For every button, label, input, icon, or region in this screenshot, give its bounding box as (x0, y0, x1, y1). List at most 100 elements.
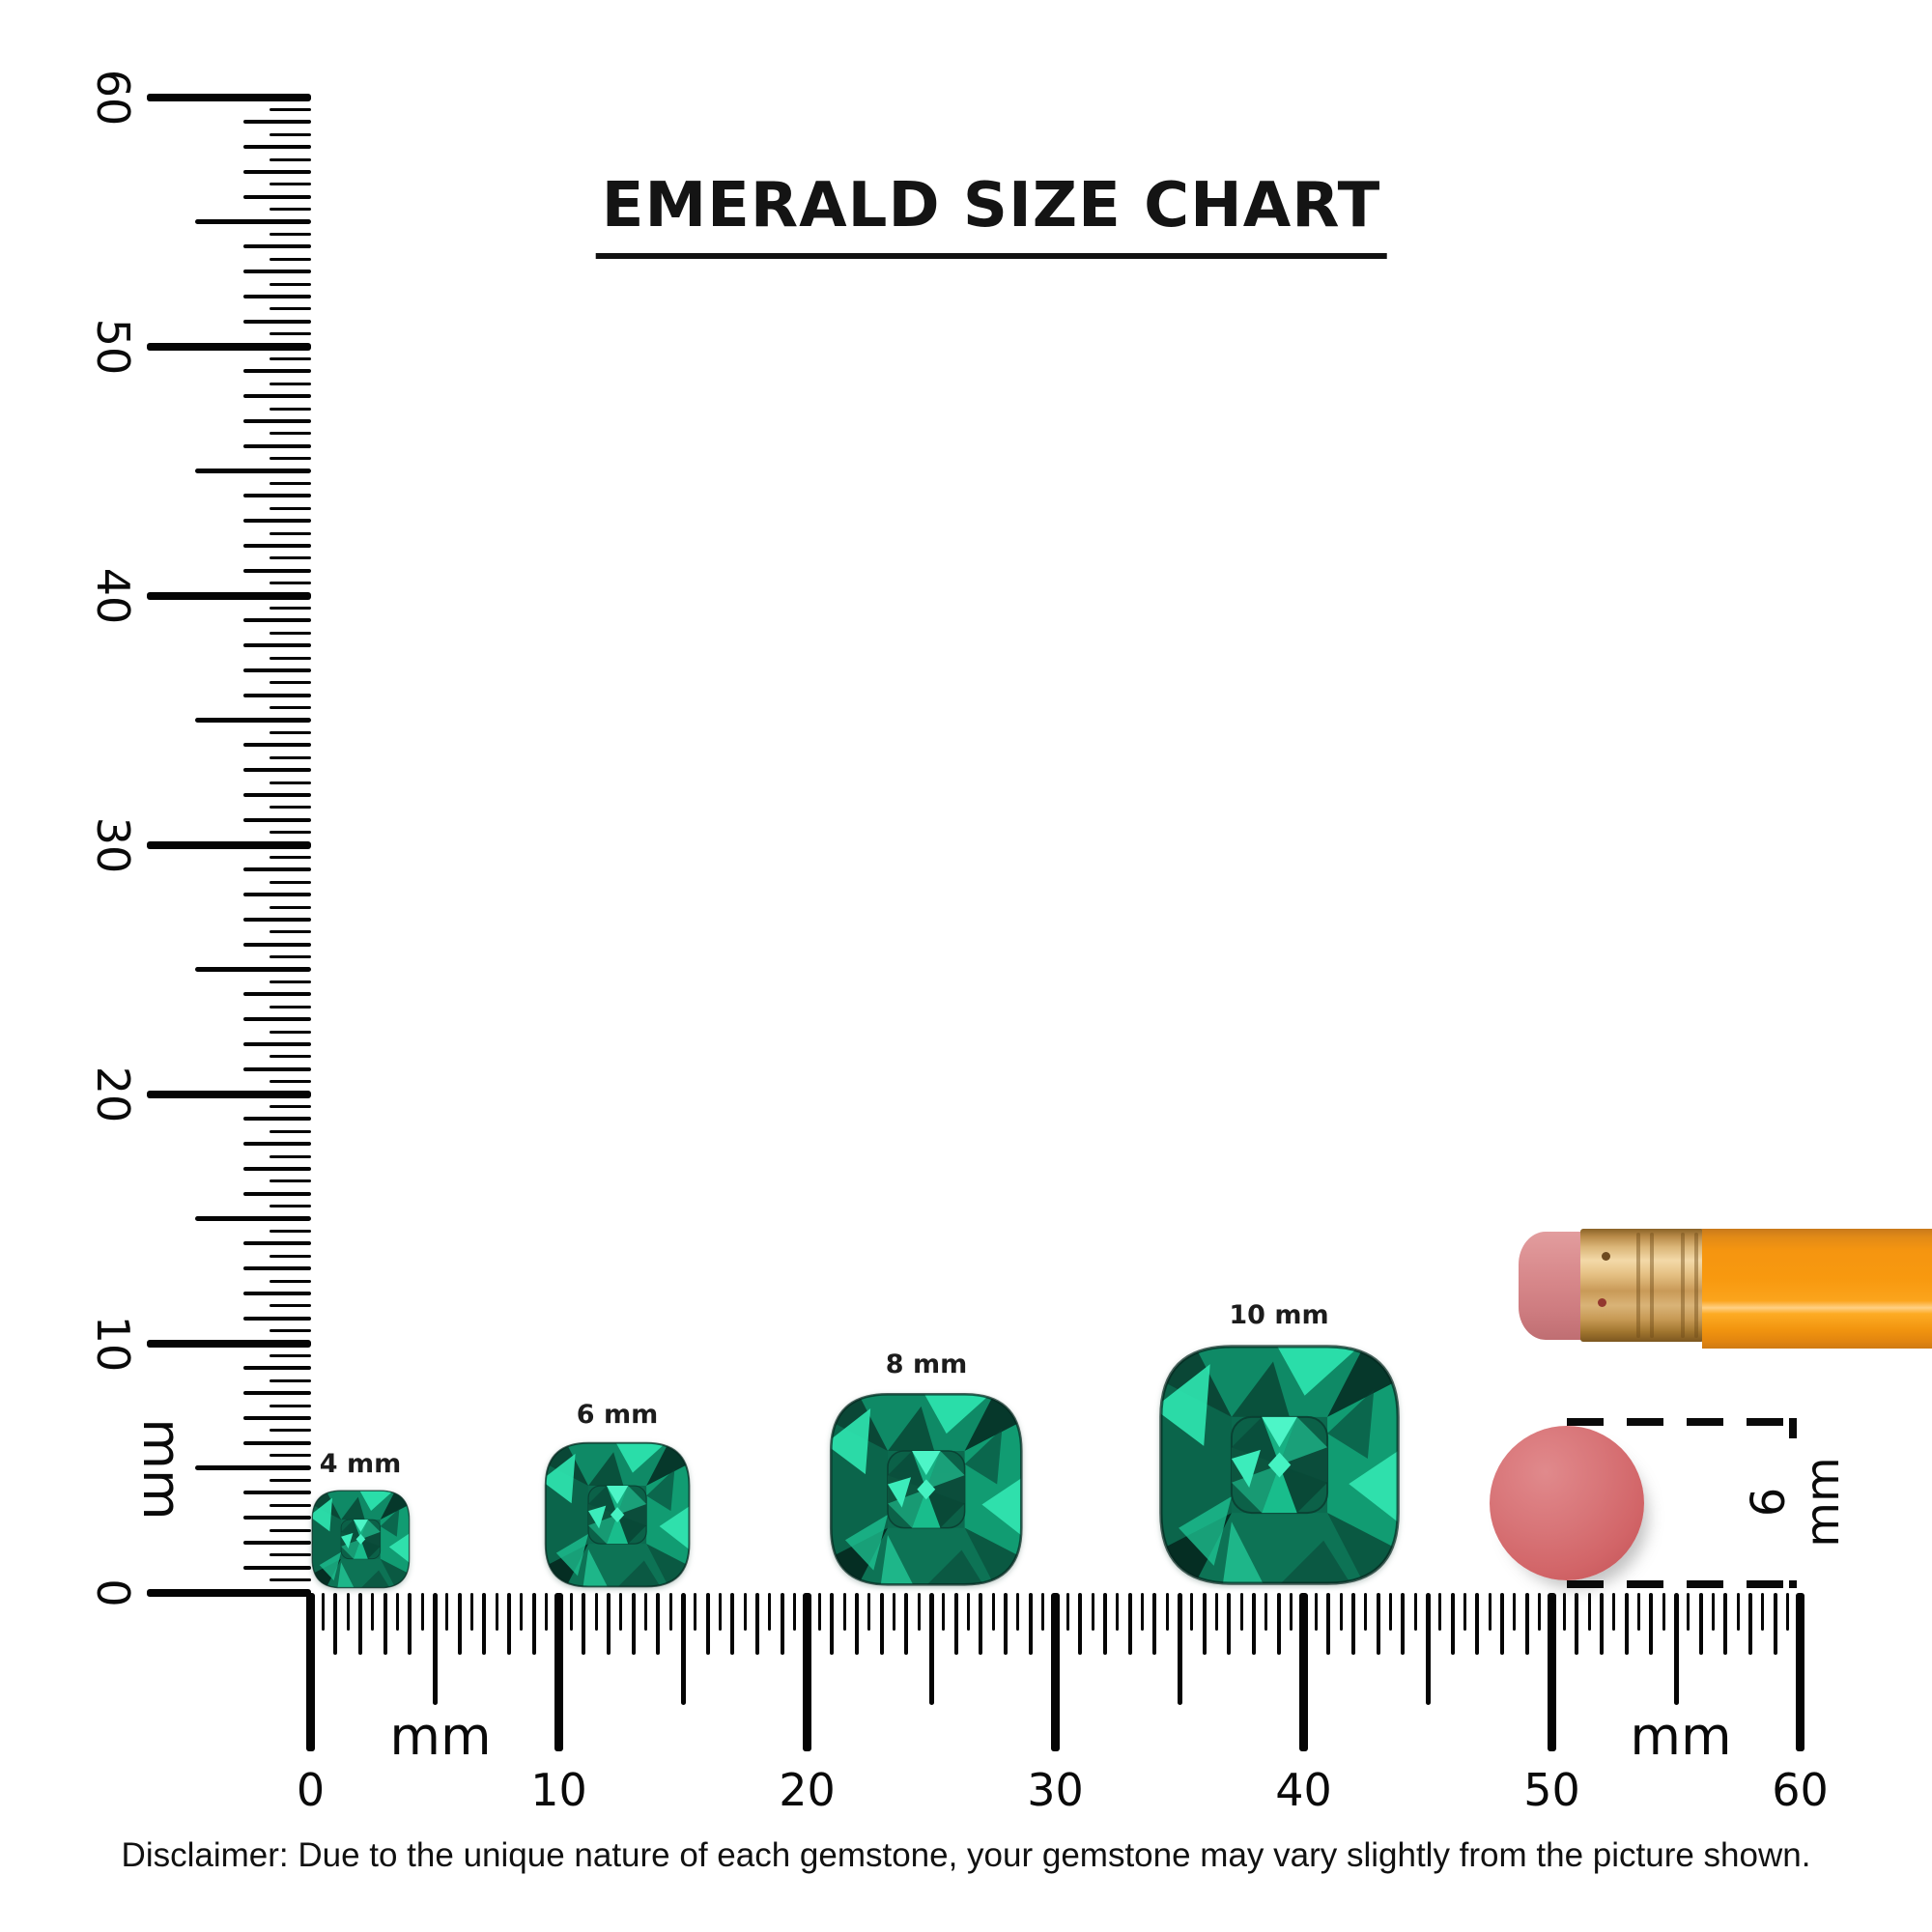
ruler-tick (306, 1593, 315, 1751)
ruler-tick (395, 1593, 399, 1631)
pencil-ferrule (1580, 1229, 1704, 1342)
ruler-tick (243, 1066, 311, 1071)
eraser-size-label: 6 mm (1742, 1438, 1850, 1566)
ruler-tick (270, 132, 311, 136)
gem-size-label: 6 mm (576, 1399, 659, 1430)
ruler-tick (1488, 1593, 1492, 1631)
ruler-tick (482, 1593, 487, 1655)
ruler-number-label: 40 (1275, 1764, 1332, 1816)
ruler-tick (270, 1478, 311, 1482)
ruler-tick (270, 506, 311, 510)
ruler-tick (928, 1593, 934, 1705)
ruler-tick (243, 1142, 311, 1147)
ruler-tick (1152, 1593, 1157, 1655)
ruler-tick (917, 1593, 921, 1631)
gem-6mm (541, 1438, 694, 1591)
ruler-tick (1016, 1593, 1020, 1631)
ruler-tick (457, 1593, 462, 1655)
ruler-tick (270, 1154, 311, 1158)
ruler-tick (243, 145, 311, 150)
ruler-tick (270, 781, 311, 784)
ruler-tick (979, 1593, 983, 1655)
ruler-tick (1004, 1593, 1009, 1655)
ruler-tick (1299, 1593, 1308, 1751)
ruler-tick (243, 1565, 311, 1570)
ruler-tick (420, 1593, 424, 1631)
ruler-tick (705, 1593, 710, 1655)
ferrule-crimp-line (1650, 1233, 1654, 1338)
ruler-tick (383, 1593, 387, 1655)
ruler-tick (270, 481, 311, 485)
ruler-tick (243, 369, 311, 374)
ruler-tick (270, 730, 311, 734)
ruler-tick (243, 418, 311, 423)
ruler-tick (1450, 1593, 1455, 1655)
ruler-tick (243, 294, 311, 298)
ruler-tick (270, 681, 311, 685)
ruler-tick (321, 1593, 325, 1631)
ruler-tick (270, 582, 311, 585)
ruler-tick (270, 980, 311, 983)
ruler-tick (243, 917, 311, 922)
ruler-tick (904, 1593, 909, 1655)
ruler-tick (1041, 1593, 1045, 1631)
ruler-tick (730, 1593, 735, 1655)
ruler-tick (243, 893, 311, 897)
ruler-tick (270, 157, 311, 161)
ruler-tick (1673, 1593, 1679, 1705)
ruler-tick (892, 1593, 895, 1631)
ruler-tick (243, 169, 311, 174)
ruler-tick (991, 1593, 995, 1631)
ruler-tick (270, 1179, 311, 1183)
ruler-tick (1662, 1593, 1665, 1631)
vertical-ruler-unit-label: mm (131, 1418, 192, 1520)
ruler-tick (780, 1593, 784, 1655)
ruler-tick (867, 1593, 871, 1631)
ruler-tick (803, 1593, 811, 1751)
ruler-tick (243, 668, 311, 672)
ruler-tick (270, 1578, 311, 1582)
ruler-tick (270, 880, 311, 884)
ruler-tick (1190, 1593, 1194, 1631)
ruler-tick (1475, 1593, 1480, 1655)
ruler-tick (270, 382, 311, 385)
ruler-tick (270, 282, 311, 286)
pencil-body (1702, 1229, 1932, 1349)
ruler-tick (195, 967, 311, 972)
ruler-tick (643, 1593, 647, 1631)
ferrule-dot (1602, 1252, 1610, 1261)
ruler-tick (243, 768, 311, 773)
ruler-tick (1624, 1593, 1629, 1655)
ruler-tick (854, 1593, 859, 1655)
ruler-tick (942, 1593, 946, 1631)
ruler-tick (1562, 1593, 1566, 1631)
ruler-tick (569, 1593, 573, 1631)
ruler-tick (1500, 1593, 1505, 1655)
ruler-tick (1051, 1593, 1060, 1751)
ruler-tick (1339, 1593, 1343, 1631)
ruler-tick (1524, 1593, 1529, 1655)
ruler-tick (195, 718, 311, 723)
ruler-tick (768, 1593, 772, 1631)
ruler-tick (1388, 1593, 1392, 1631)
ruler-tick (270, 855, 311, 859)
ruler-tick (270, 307, 311, 311)
ruler-tick (243, 270, 311, 274)
ruler-tick (1065, 1593, 1069, 1631)
ruler-tick (270, 1528, 311, 1532)
ruler-tick (432, 1593, 438, 1705)
pencil-eraser-tip (1519, 1232, 1584, 1340)
ruler-tick (243, 942, 311, 947)
ruler-tick (582, 1593, 586, 1655)
ruler-tick (270, 232, 311, 236)
gem-10mm (1153, 1339, 1406, 1591)
ruler-tick (1736, 1593, 1740, 1631)
horizontal-ruler-unit-label-left: mm (389, 1706, 492, 1767)
ruler-tick (1028, 1593, 1033, 1655)
ruler-tick (755, 1593, 760, 1655)
ruler-tick (270, 930, 311, 934)
gem-8mm (825, 1388, 1028, 1591)
ruler-tick (1202, 1593, 1207, 1655)
ruler-tick (1712, 1593, 1716, 1631)
